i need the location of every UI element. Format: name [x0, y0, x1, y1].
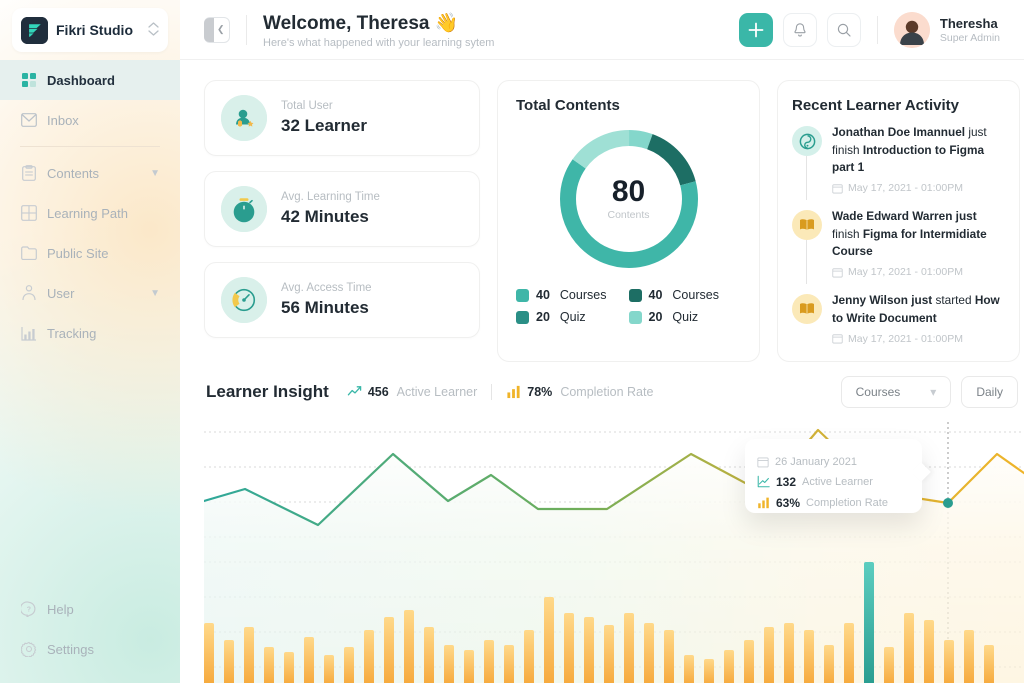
svg-text:?: ? [26, 607, 30, 614]
